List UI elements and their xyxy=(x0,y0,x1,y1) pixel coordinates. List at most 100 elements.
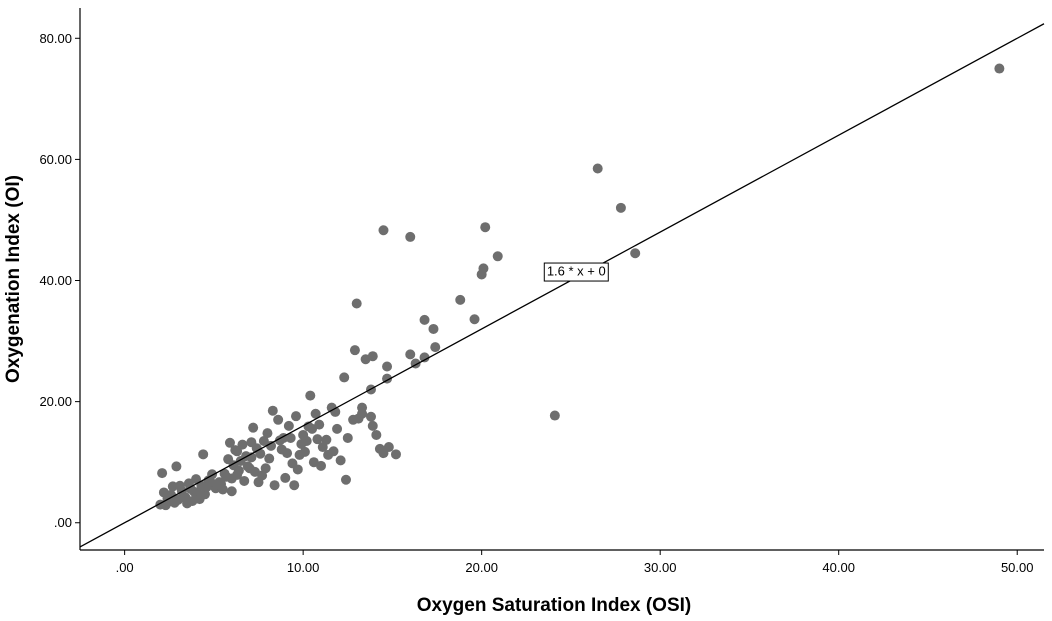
data-point xyxy=(549,410,560,421)
y-axis-title: Oxygenation Index (OI) xyxy=(3,175,24,383)
y-tick-label: .00 xyxy=(54,515,72,530)
data-point xyxy=(419,352,430,363)
data-point xyxy=(239,475,250,486)
data-point xyxy=(237,439,248,450)
data-point xyxy=(157,468,168,479)
data-point xyxy=(224,437,235,448)
data-point xyxy=(216,478,227,489)
data-point xyxy=(255,448,266,459)
data-point xyxy=(194,494,205,505)
data-point xyxy=(328,446,339,457)
data-point xyxy=(291,411,302,422)
data-point xyxy=(274,435,285,446)
x-tick-label: 10.00 xyxy=(287,560,320,575)
data-point xyxy=(260,463,271,474)
data-point xyxy=(269,480,280,491)
y-tick-label: 40.00 xyxy=(39,273,72,288)
x-tick-label: .00 xyxy=(116,560,134,575)
data-point xyxy=(382,361,393,372)
data-point xyxy=(283,420,294,431)
data-point xyxy=(476,269,487,280)
data-point xyxy=(246,437,257,448)
y-tick-label: 60.00 xyxy=(39,152,72,167)
x-tick-label: 50.00 xyxy=(1001,560,1034,575)
data-point xyxy=(273,414,284,425)
data-point xyxy=(292,464,303,475)
data-point xyxy=(266,440,277,451)
data-point xyxy=(371,429,382,440)
data-point xyxy=(223,454,234,465)
data-point xyxy=(405,231,416,242)
data-point xyxy=(390,449,401,460)
fit-line-label: 1.6 * x + 0 xyxy=(547,263,606,278)
data-point xyxy=(230,445,241,456)
data-point xyxy=(166,489,177,500)
data-point xyxy=(221,471,232,482)
data-point xyxy=(351,298,362,309)
data-point xyxy=(305,390,316,401)
data-point xyxy=(353,413,364,424)
data-point xyxy=(264,453,275,464)
fit-line-label-box xyxy=(543,262,609,282)
data-point xyxy=(374,443,385,454)
data-point xyxy=(280,472,291,483)
data-point xyxy=(198,449,209,460)
data-point xyxy=(248,422,259,433)
y-axis-ticks: .00 20.00 40.00 60.00 80.00 xyxy=(39,31,80,530)
data-point xyxy=(367,351,378,362)
data-point xyxy=(226,486,237,497)
y-tick-label: 20.00 xyxy=(39,394,72,409)
data-point xyxy=(289,480,300,491)
data-point xyxy=(167,481,178,492)
data-point xyxy=(169,497,180,508)
data-point xyxy=(174,480,185,491)
data-point xyxy=(383,442,394,453)
data-point xyxy=(342,432,353,443)
data-point xyxy=(310,408,321,419)
x-tick-label: 30.00 xyxy=(644,560,677,575)
data-point xyxy=(185,483,196,494)
data-point xyxy=(480,222,491,233)
data-point xyxy=(296,439,307,450)
data-point xyxy=(249,466,260,477)
data-point xyxy=(430,342,441,353)
data-point xyxy=(267,405,278,416)
data-point xyxy=(378,225,389,236)
fit-line-annotation: 1.6 * x + 0 xyxy=(543,262,609,282)
data-point xyxy=(316,460,326,471)
data-point xyxy=(469,314,480,325)
data-point xyxy=(615,202,626,213)
data-point xyxy=(253,477,264,488)
data-point xyxy=(994,63,1005,74)
data-point xyxy=(171,461,182,472)
data-point xyxy=(312,434,323,445)
data-point xyxy=(232,469,243,480)
data-point xyxy=(335,455,346,466)
data-point xyxy=(205,476,216,487)
data-points xyxy=(155,63,1005,511)
x-tick-label: 20.00 xyxy=(465,560,498,575)
data-point xyxy=(285,432,296,443)
data-point xyxy=(262,428,273,439)
data-point xyxy=(419,314,430,325)
data-point xyxy=(405,349,416,360)
data-point xyxy=(317,442,328,453)
data-point xyxy=(349,345,360,356)
data-point xyxy=(367,420,378,431)
data-point xyxy=(339,372,350,383)
data-point xyxy=(326,402,337,413)
data-point xyxy=(258,435,269,446)
x-axis-title: Oxygen Saturation Index (OSI) xyxy=(417,595,692,616)
x-tick-label: 40.00 xyxy=(822,560,855,575)
data-point xyxy=(630,248,641,259)
data-point xyxy=(298,429,309,440)
data-point xyxy=(180,492,191,503)
plot-area: .00 20.00 40.00 60.00 80.00 .00 10.00 20.00 30.… xyxy=(39,8,1045,575)
data-point xyxy=(492,251,503,262)
data-point xyxy=(282,448,293,459)
data-point xyxy=(428,323,439,334)
data-point xyxy=(455,294,466,305)
data-point xyxy=(365,411,376,422)
data-point xyxy=(592,163,603,174)
